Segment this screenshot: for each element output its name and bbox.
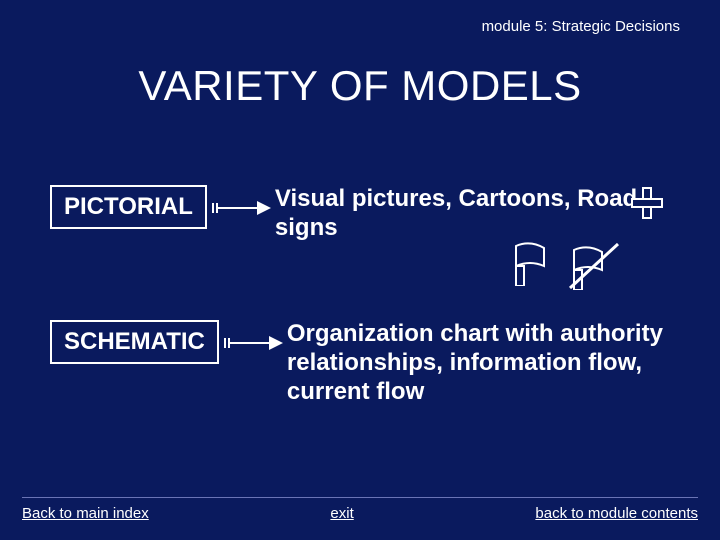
flag-icon	[510, 242, 550, 295]
page-title: VARIETY OF MODELS	[0, 62, 720, 110]
module-header: module 5: Strategic Decisions	[0, 18, 680, 35]
plus-cross-icon	[630, 186, 664, 225]
diagonal-flag-icon	[568, 242, 620, 295]
label-pictorial: PICTORIAL	[50, 185, 207, 229]
footer-divider	[22, 497, 698, 498]
row-schematic: SCHEMATIC Organization chart with author…	[50, 320, 680, 406]
arrow-icon	[207, 199, 275, 217]
desc-pictorial: Visual pictures, Cartoons, Road signs	[275, 185, 680, 243]
exit-link[interactable]: exit	[330, 505, 353, 522]
row-pictorial: PICTORIAL Visual pictures, Cartoons, Roa…	[50, 185, 680, 243]
flag-icons-group	[510, 242, 620, 295]
footer-nav: Back to main index exit back to module c…	[0, 505, 720, 522]
arrow-icon	[219, 334, 287, 352]
back-module-link[interactable]: back to module contents	[535, 505, 698, 522]
label-schematic: SCHEMATIC	[50, 320, 219, 364]
desc-schematic: Organization chart with authority relati…	[287, 320, 680, 406]
module-label: module 5: Strategic Decisions	[482, 18, 680, 35]
back-main-link[interactable]: Back to main index	[22, 505, 149, 522]
